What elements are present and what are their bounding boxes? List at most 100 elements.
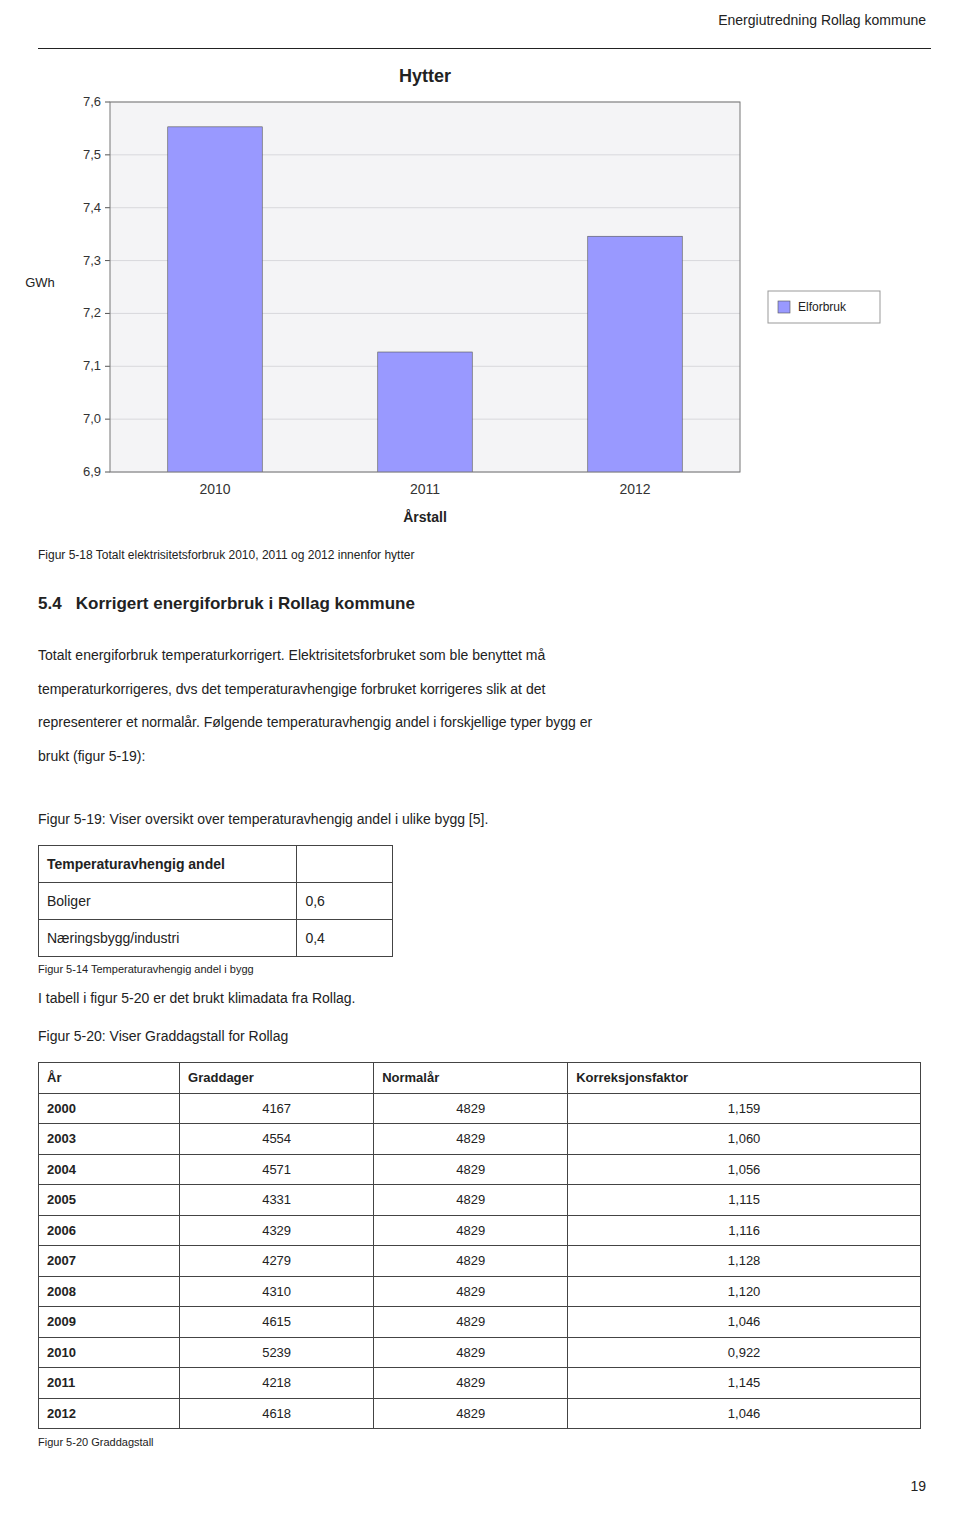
table-header-cell: Normalår (374, 1063, 568, 1094)
table-cell: 2010 (39, 1337, 180, 1368)
table-cell: 1,145 (568, 1368, 921, 1399)
figure-caption: Figur 5-18 Totalt elektrisitetsforbruk 2… (38, 548, 414, 562)
table-cell: 4615 (180, 1307, 374, 1338)
page-number: 19 (910, 1478, 926, 1494)
y-tick (105, 313, 110, 314)
table-cell: 2006 (39, 1215, 180, 1246)
table-cell: 1,046 (568, 1307, 921, 1338)
table-cell: 2008 (39, 1276, 180, 1307)
table-cell: 2012 (39, 1398, 180, 1429)
table-caption: Figur 5-20 Graddagstall (38, 1436, 154, 1448)
plot-frame (110, 102, 740, 472)
y-tick-label: 7,1 (83, 358, 101, 373)
table-label: Figur 5-19: Viser oversikt over temperat… (38, 811, 488, 827)
table-cell: 4829 (374, 1398, 568, 1429)
y-tick (105, 472, 110, 473)
table-cell: 4829 (374, 1124, 568, 1155)
y-tick-label: 7,2 (83, 305, 101, 320)
table-header-cell: Temperaturavhengig andel (39, 846, 297, 883)
table-cell: 1,128 (568, 1246, 921, 1277)
table-cell: 4829 (374, 1307, 568, 1338)
bar (168, 127, 263, 472)
table-cell: 2011 (39, 1368, 180, 1399)
legend: Elforbruk (768, 291, 880, 323)
y-tick (105, 207, 110, 208)
paragraph: I tabell i figur 5-20 er det brukt klima… (38, 990, 356, 1006)
table-caption: Figur 5-14 Temperaturavhengig andel i by… (38, 963, 254, 975)
table-cell: 5239 (180, 1337, 374, 1368)
table-cell: 0,922 (568, 1337, 921, 1368)
y-tick-label: 6,9 (83, 464, 101, 479)
y-tick (105, 260, 110, 261)
section-heading: 5.4 Korrigert energiforbruk i Rollag kom… (38, 594, 415, 614)
bar (588, 236, 683, 472)
table-cell: 4829 (374, 1154, 568, 1185)
table-header-cell: Graddager (180, 1063, 374, 1094)
y-tick-label: 7,4 (83, 200, 101, 215)
chart-title: Hytter (399, 66, 451, 86)
x-axis-label: Årstall (403, 509, 447, 525)
paragraph-line: representerer et normalår. Følgende temp… (38, 714, 592, 730)
table-cell: 4829 (374, 1185, 568, 1216)
table-header-cell (297, 846, 393, 883)
legend-label: Elforbruk (798, 300, 847, 314)
table-cell: 0,4 (297, 920, 393, 957)
table-cell: 1,159 (568, 1093, 921, 1124)
bars (168, 127, 683, 472)
paragraph-line: temperaturkorrigeres, dvs det temperatur… (38, 681, 545, 697)
table-cell: 0,6 (297, 883, 393, 920)
y-tick-label: 7,3 (83, 253, 101, 268)
table-cell: 1,115 (568, 1185, 921, 1216)
table-cell: 4829 (374, 1368, 568, 1399)
table-cell: Boliger (39, 883, 297, 920)
table-cell: 2005 (39, 1185, 180, 1216)
page-title: Energiutredning Rollag kommune (718, 12, 926, 28)
legend-frame (768, 291, 880, 323)
header-rule (38, 48, 931, 49)
paragraph-line: brukt (figur 5-19): (38, 748, 145, 764)
bar (378, 352, 473, 472)
table-cell: 4279 (180, 1246, 374, 1277)
y-tick (105, 102, 110, 103)
bar-chart: Hytter 6,9 7,0 7,1 7,2 7,3 7,4 7,5 7,6 2010 2011 20… (0, 52, 960, 552)
table-cell: 4310 (180, 1276, 374, 1307)
table-cell: 2009 (39, 1307, 180, 1338)
table-cell: 4618 (180, 1398, 374, 1429)
table-cell: 1,060 (568, 1124, 921, 1155)
paragraph-line: Totalt energiforbruk temperaturkorrigert… (38, 647, 545, 663)
table-cell: 4554 (180, 1124, 374, 1155)
table-cell: 1,120 (568, 1276, 921, 1307)
table-cell: 4571 (180, 1154, 374, 1185)
y-tick (105, 366, 110, 367)
table-header-cell: Korreksjonsfaktor (568, 1063, 921, 1094)
y-tick-label: 7,6 (83, 94, 101, 109)
table-cell: 4829 (374, 1093, 568, 1124)
table-cell: 4167 (180, 1093, 374, 1124)
table-cell: 1,116 (568, 1215, 921, 1246)
table-cell: 4331 (180, 1185, 374, 1216)
x-tick-label: 2012 (619, 481, 650, 497)
table-cell: 2007 (39, 1246, 180, 1277)
table-cell: 4218 (180, 1368, 374, 1399)
x-tick-label: 2010 (199, 481, 230, 497)
table-cell: 4829 (374, 1246, 568, 1277)
table-cell: 2004 (39, 1154, 180, 1185)
table-cell: 2000 (39, 1093, 180, 1124)
table: Temperaturavhengig andelBoliger0,6Næring… (38, 845, 393, 957)
table-cell: 4829 (374, 1337, 568, 1368)
y-tick-label: 7,0 (83, 411, 101, 426)
table-label: Figur 5-20: Viser Graddagstall for Rolla… (38, 1028, 288, 1044)
table-cell: 1,046 (568, 1398, 921, 1429)
table-cell: 4329 (180, 1215, 374, 1246)
table-cell: Næringsbygg/industri (39, 920, 297, 957)
y-tick (105, 154, 110, 155)
y-tick-label: 7,5 (83, 147, 101, 162)
y-tick (105, 419, 110, 420)
table-cell: 2003 (39, 1124, 180, 1155)
table-cell: 1,056 (568, 1154, 921, 1185)
y-axis-label: GWh (25, 275, 55, 290)
legend-swatch (778, 301, 790, 313)
table-cell: 4829 (374, 1276, 568, 1307)
x-tick-label: 2011 (410, 481, 440, 497)
table: ÅrGraddagerNormalårKorreksjonsfaktor2000… (38, 1062, 921, 1429)
